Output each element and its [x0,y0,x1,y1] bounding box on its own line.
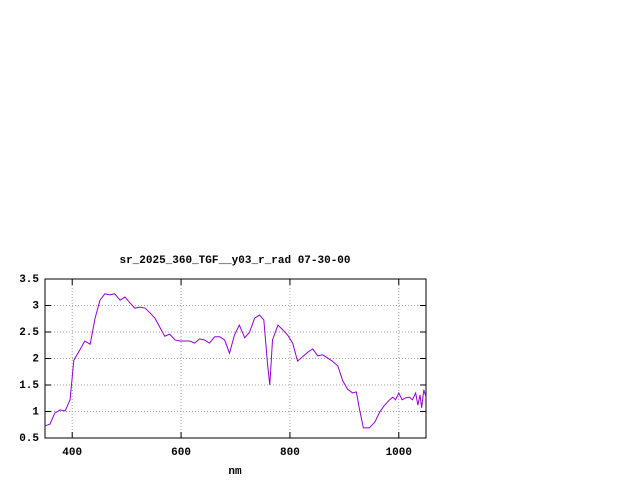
y-tick-label: 1.5 [19,380,39,392]
x-tick-label: 800 [280,447,300,459]
x-tick-label: 600 [171,447,191,459]
plot-frame [44,278,427,439]
chart-title: sr_2025_360_TGF__y03_r_rad 07-30-00 [119,255,350,267]
y-tick-label: 2 [32,353,39,365]
x-axis-label: nm [228,466,242,478]
y-tick-label: 0.5 [19,433,39,445]
y-tick-label: 3 [32,300,39,312]
y-tick-label: 3.5 [19,274,39,286]
x-tick-label: 400 [62,447,82,459]
data-line [44,293,427,429]
x-tick-label: 1000 [386,447,412,459]
y-tick-label: 1 [32,406,39,418]
y-tick-label: 2.5 [19,327,39,339]
